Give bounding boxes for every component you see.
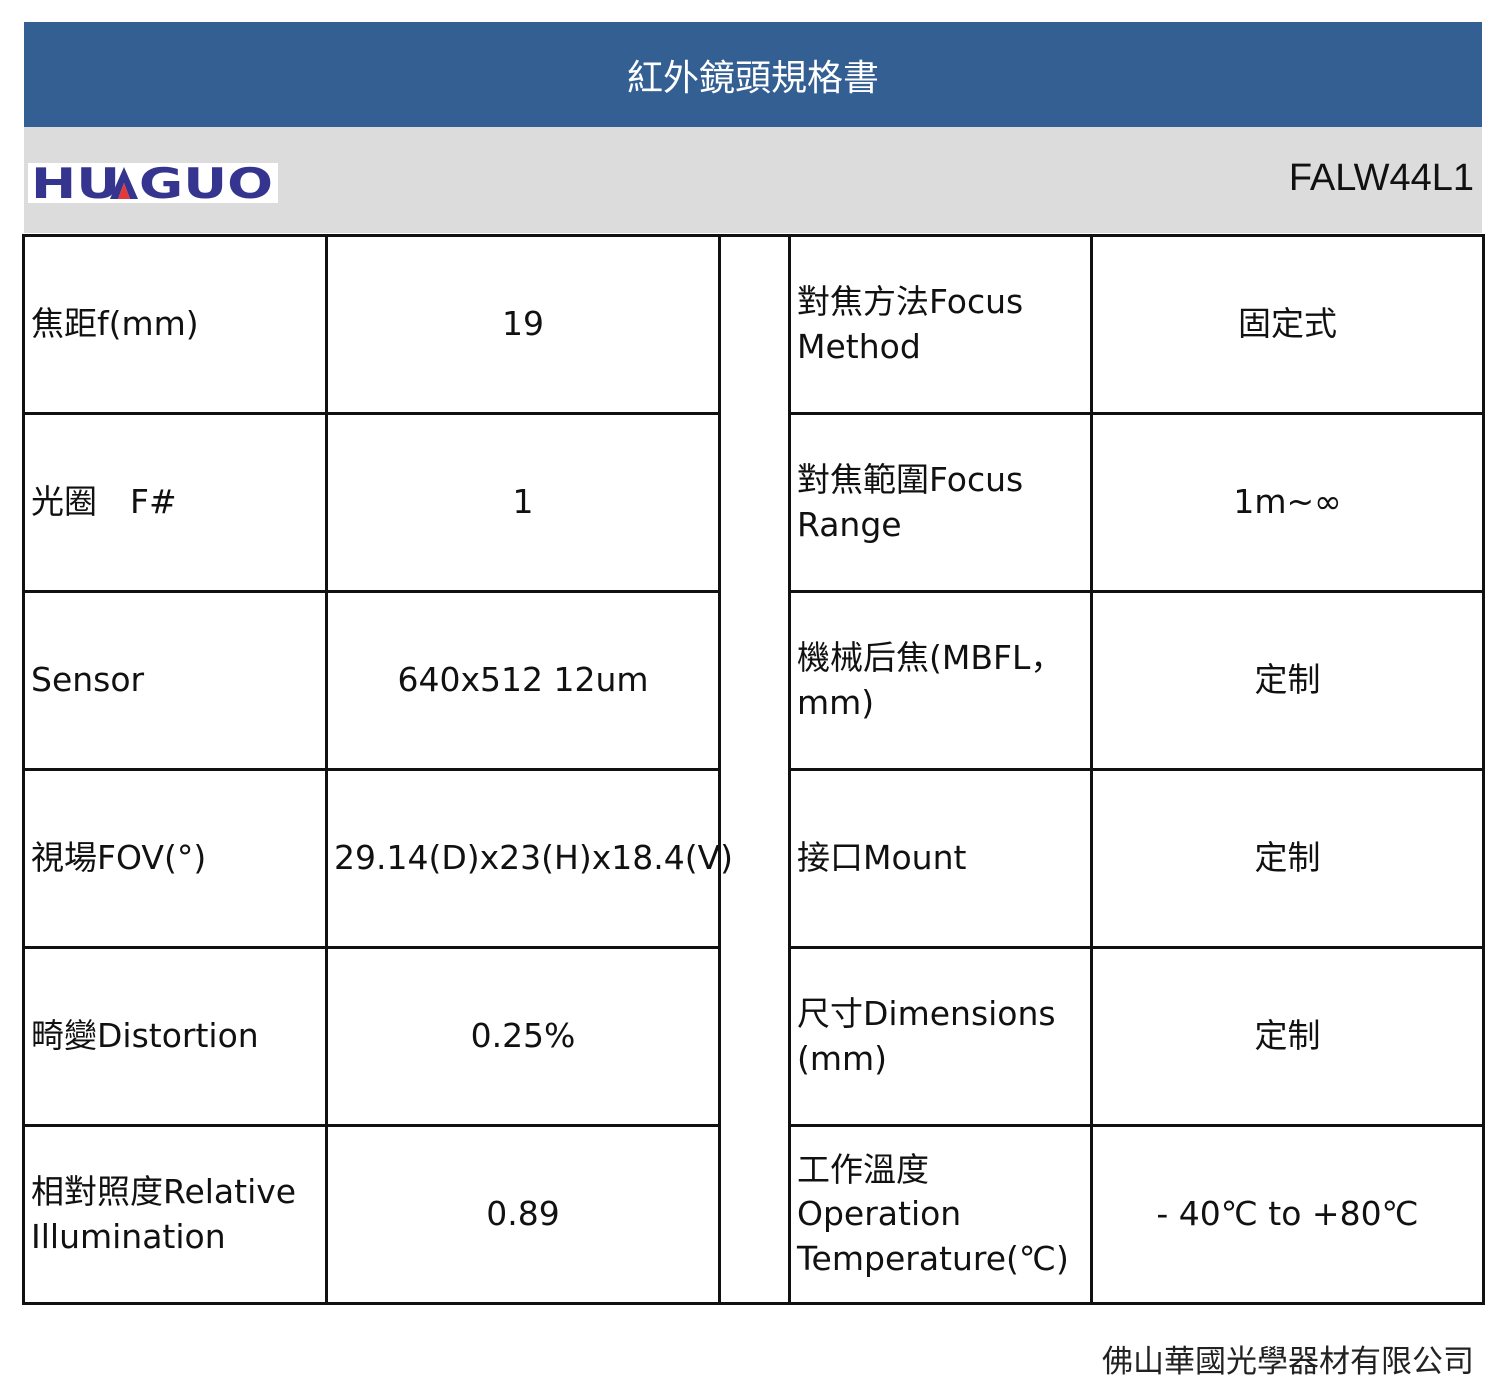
document-title: 紅外鏡頭規格書 bbox=[24, 22, 1482, 127]
company-name: 佛山華國光學器材有限公司 bbox=[1102, 1344, 1474, 1380]
spec-value: 定制 bbox=[1090, 768, 1485, 949]
spec-label: 視場FOV(°) bbox=[22, 768, 328, 949]
spec-value: 1m~∞ bbox=[1090, 412, 1485, 593]
spec-label: 焦距f(mm) bbox=[22, 234, 328, 415]
header-band: HU GUO FALW44L1 bbox=[24, 127, 1482, 233]
spec-row: 相對照度Relative Illumination 0.89 工作溫度 Operat… bbox=[22, 1124, 1485, 1305]
spec-label: 工作溫度 Operation Temperature(℃) bbox=[788, 1124, 1093, 1305]
spec-row: 畸變Distortion 0.25% 尺寸Dimensions (mm) 定制 bbox=[22, 946, 1485, 1127]
spec-row: Sensor 640x512 12um 機械后焦(MBFL，mm) 定制 bbox=[22, 590, 1485, 771]
spec-value: 19 bbox=[325, 234, 721, 415]
spec-value: 固定式 bbox=[1090, 234, 1485, 415]
column-gap bbox=[718, 234, 791, 1305]
spec-value: 定制 bbox=[1090, 590, 1485, 771]
spec-label: 對焦範圍Focus Range bbox=[788, 412, 1093, 593]
model-number: FALW44L1 bbox=[1288, 157, 1474, 199]
spec-value: 定制 bbox=[1090, 946, 1485, 1127]
spec-row: 視場FOV(°) 29.14(D)x23(H)x18.4(V) 接口Mount 定制 bbox=[22, 768, 1485, 949]
spec-label: Sensor bbox=[22, 590, 328, 771]
spec-label: 接口Mount bbox=[788, 768, 1093, 949]
spec-label: 機械后焦(MBFL，mm) bbox=[788, 590, 1093, 771]
spec-table: 焦距f(mm) 19 對焦方法Focus Method 固定式光圈 F# 1 對焦範圍Fo… bbox=[22, 234, 1485, 1305]
spec-value: 640x512 12um bbox=[325, 590, 721, 771]
huaguo-logo: HU GUO bbox=[28, 163, 278, 203]
spec-row: 光圈 F# 1 對焦範圍Focus Range 1m~∞ bbox=[22, 412, 1485, 593]
spec-value: 0.25% bbox=[325, 946, 721, 1127]
spec-label: 相對照度Relative Illumination bbox=[22, 1124, 328, 1305]
spec-row: 焦距f(mm) 19 對焦方法Focus Method 固定式 bbox=[22, 234, 1485, 1305]
spec-value: - 40℃ to +80℃ bbox=[1090, 1124, 1485, 1305]
spec-label: 尺寸Dimensions (mm) bbox=[788, 946, 1093, 1127]
spec-value: 1 bbox=[325, 412, 721, 593]
spec-value: 0.89 bbox=[325, 1124, 721, 1305]
spec-label: 對焦方法Focus Method bbox=[788, 234, 1093, 415]
spec-value: 29.14(D)x23(H)x18.4(V) bbox=[325, 768, 733, 949]
spec-label: 畸變Distortion bbox=[22, 946, 328, 1127]
svg-text:HU GUO: HU GUO bbox=[31, 163, 273, 203]
spec-label: 光圈 F# bbox=[22, 412, 328, 593]
